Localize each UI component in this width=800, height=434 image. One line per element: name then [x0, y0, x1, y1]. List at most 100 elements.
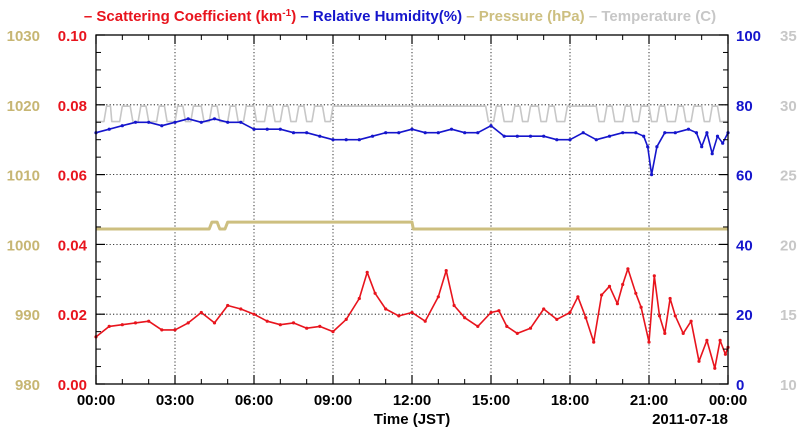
relative-humidity-point [107, 127, 111, 131]
relative-humidity-point [515, 134, 519, 138]
relative-humidity-point [344, 138, 348, 142]
scattering-coefficient-point [528, 326, 533, 330]
relative-humidity-point [463, 131, 467, 135]
scattering-coefficient-point [265, 319, 269, 323]
relative-humidity-point [655, 145, 659, 149]
scattering-coefficient-point [515, 331, 519, 335]
temperature-tick-label: 15 [780, 307, 797, 324]
scattering-coefficient-point [423, 319, 427, 323]
relative-humidity-point [528, 134, 533, 138]
relative-humidity-point [650, 173, 654, 177]
temperature-tick-label: 10 [780, 377, 797, 394]
relative-humidity-point [265, 127, 269, 131]
relative-humidity-point [642, 134, 646, 138]
scattering-coefficient-point [723, 352, 728, 356]
scattering-coefficient-point [705, 338, 709, 342]
x-tick-label: 12:00 [393, 392, 431, 409]
humidity-tick-label: 40 [736, 237, 753, 254]
relative-humidity-point [318, 134, 322, 138]
scattering-coefficient-point [365, 270, 369, 274]
relative-humidity-point [252, 127, 256, 131]
scattering-coefficient-point [647, 340, 651, 344]
relative-humidity-point [555, 138, 559, 142]
relative-humidity-point [568, 138, 572, 142]
scattering-coefficient-point [505, 324, 509, 328]
scattering-coefficient-point [463, 316, 467, 320]
scattering-coefficient-point [615, 302, 620, 306]
scattering-tick-label: 0.00 [58, 377, 87, 394]
legend-marker: – [585, 8, 602, 25]
legend-marker: – [84, 8, 97, 25]
scattering-coefficient-point [592, 340, 596, 344]
relative-humidity-point [199, 120, 203, 124]
grid [96, 35, 728, 384]
scattering-coefficient-point [663, 331, 667, 335]
relative-humidity-point [212, 117, 217, 121]
scattering-coefficient-point [626, 267, 630, 271]
relative-humidity-point [147, 120, 151, 124]
scattering-coefficient-point [718, 338, 722, 342]
scattering-coefficient-point [318, 324, 322, 328]
scattering-coefficient-point [542, 307, 546, 311]
scattering-coefficient-point [107, 324, 111, 328]
legend-label: Temperature ( [601, 8, 700, 25]
scattering-coefficient-point [584, 316, 588, 320]
scattering-coefficient-point [681, 331, 685, 335]
relative-humidity-point [502, 134, 506, 138]
scattering-coefficient-point [226, 303, 230, 308]
scattering-coefficient-point [668, 296, 672, 301]
scattering-tick-label: 0.06 [58, 168, 87, 185]
scattering-coefficient-point [331, 330, 335, 334]
relative-humidity-point [370, 134, 375, 138]
scattering-coefficient-point [173, 328, 177, 332]
scattering-coefficient-point [186, 321, 190, 325]
scattering-coefficient-point [497, 309, 501, 313]
relative-humidity-point [646, 145, 650, 149]
scattering-coefficient-point [410, 310, 414, 315]
x-tick-label: 00:00 [709, 392, 747, 409]
x-tick-label: 09:00 [314, 392, 352, 409]
temperature-tick-label: 30 [780, 98, 797, 115]
scattering-coefficient-point [652, 274, 656, 278]
temperature-tick-label: 35 [780, 28, 797, 45]
x-tick-label: 06:00 [235, 392, 273, 409]
relative-humidity-point [694, 131, 699, 135]
relative-humidity-point [291, 131, 296, 135]
relative-humidity-point [278, 127, 282, 131]
relative-humidity-point [410, 127, 414, 131]
humidity-tick-label: 0 [736, 377, 744, 394]
relative-humidity-point [476, 131, 480, 135]
scattering-coefficient-point [373, 291, 377, 295]
scattering-tick-label: 0.02 [58, 307, 87, 324]
scattering-coefficient-point [357, 296, 361, 301]
scattering-coefficient-point [291, 321, 296, 325]
scattering-coefficient-point [133, 321, 138, 325]
scattering-tick-label: 0.08 [58, 98, 87, 115]
scattering-coefficient-point [476, 324, 480, 328]
scattering-coefficient-point [639, 305, 643, 309]
x-tick-label: 21:00 [630, 392, 668, 409]
scattering-coefficient-point [621, 282, 625, 287]
scattering-coefficient-point [397, 314, 401, 318]
relative-humidity-point [607, 134, 612, 138]
scattering-coefficient-point [568, 310, 572, 315]
relative-humidity-point [686, 127, 691, 131]
series-layer [94, 105, 730, 370]
humidity-tick-label: 20 [736, 307, 753, 324]
scattering-coefficient-point [344, 317, 348, 321]
relative-humidity-point [663, 131, 667, 135]
pressure-tick-label: 1000 [7, 237, 40, 254]
relative-humidity-point [397, 131, 401, 135]
relative-humidity-point [226, 120, 230, 124]
scattering-coefficient-point [444, 269, 448, 273]
relative-humidity-point [120, 124, 124, 128]
relative-humidity-point [594, 138, 598, 142]
scattering-coefficient-point [489, 310, 493, 315]
legend-label: Pressure (hPa) [479, 8, 585, 25]
temperature-tick-label: 25 [780, 168, 797, 185]
relative-humidity-point [700, 145, 704, 149]
scattering-coefficient-point [278, 323, 282, 327]
pressure-tick-label: 1030 [7, 28, 40, 45]
tick-marks [95, 34, 729, 385]
